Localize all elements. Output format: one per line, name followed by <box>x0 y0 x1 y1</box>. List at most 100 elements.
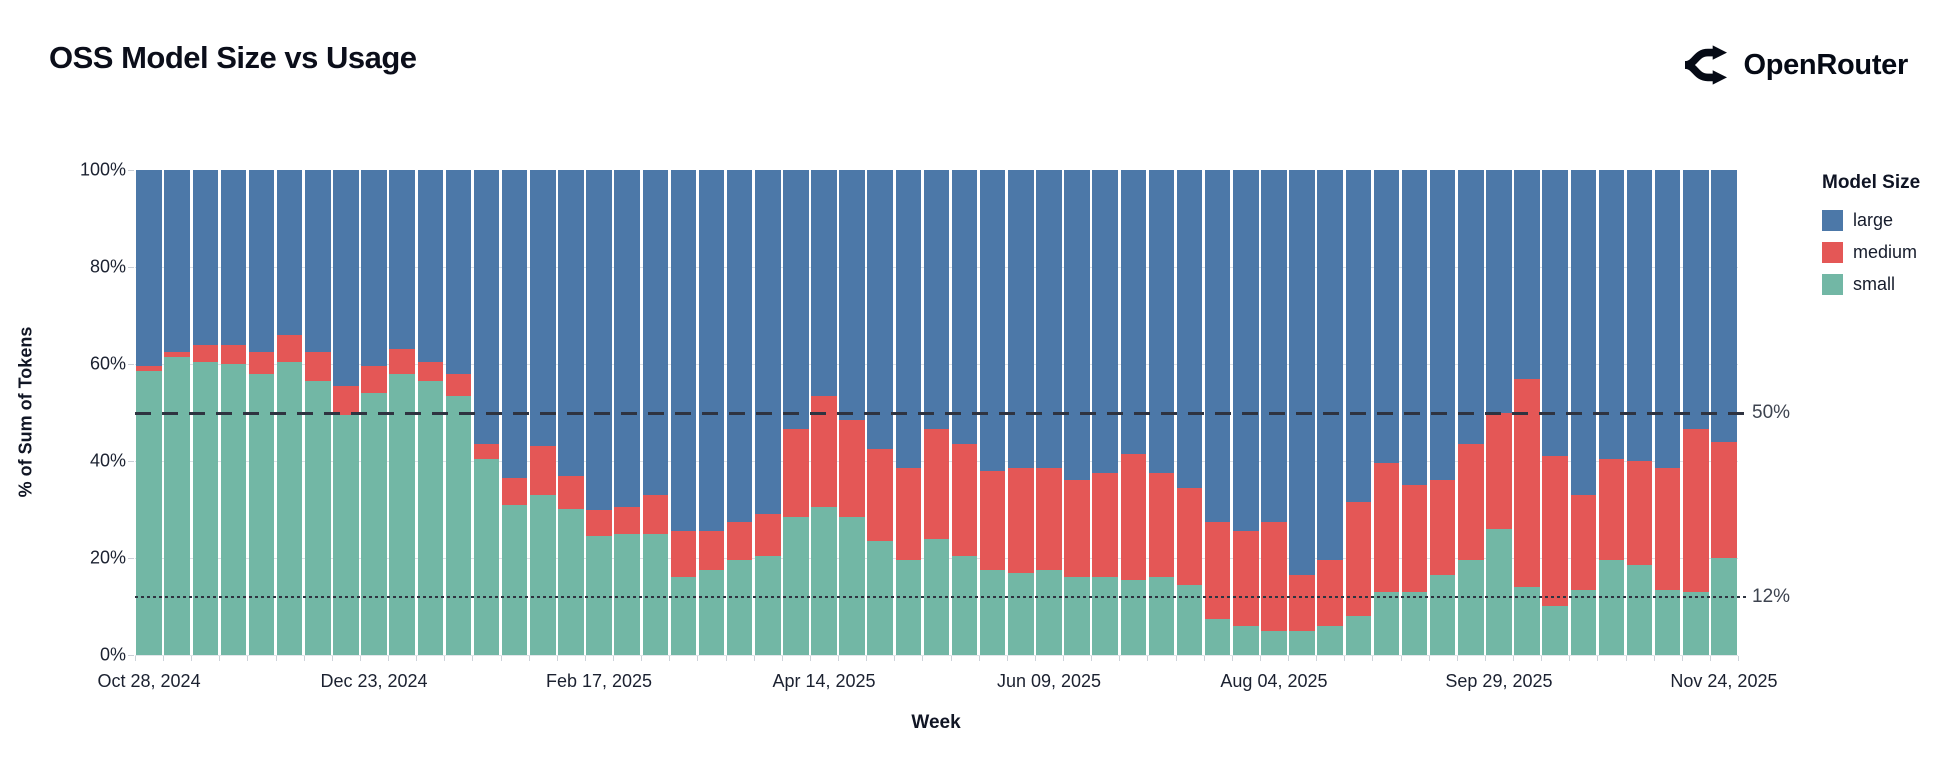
bar-segment-small[interactable] <box>417 380 444 655</box>
bar-segment-large[interactable] <box>1711 170 1737 442</box>
bar-segment-small[interactable] <box>1317 625 1343 655</box>
bar-segment-medium[interactable] <box>501 477 528 505</box>
bar-segment-large[interactable] <box>1458 170 1484 445</box>
bar-segment-medium[interactable] <box>1261 521 1287 631</box>
bar-segment-medium[interactable] <box>726 521 753 561</box>
stacked-bar-week-36[interactable] <box>1120 170 1147 655</box>
stacked-bar-week-8[interactable] <box>333 170 359 655</box>
bar-segment-small[interactable] <box>1120 579 1147 655</box>
bar-segment-small[interactable] <box>951 555 978 655</box>
bar-segment-medium[interactable] <box>951 444 978 556</box>
bar-segment-medium[interactable] <box>1120 453 1147 580</box>
bar-segment-medium[interactable] <box>1008 468 1034 573</box>
bar-segment-small[interactable] <box>698 570 725 655</box>
bar-segment-medium[interactable] <box>979 470 1006 571</box>
bar-segment-small[interactable] <box>192 361 219 655</box>
bar-segment-large[interactable] <box>1345 170 1372 503</box>
legend-item-medium[interactable]: medium <box>1822 242 1920 263</box>
stacked-bar-week-40[interactable] <box>1233 170 1259 655</box>
stacked-bar-week-28[interactable] <box>895 170 922 655</box>
bar-segment-large[interactable] <box>1486 170 1512 413</box>
bar-segment-large[interactable] <box>1261 170 1287 522</box>
bar-segment-large[interactable] <box>614 170 640 508</box>
bar-segment-small[interactable] <box>1233 625 1259 655</box>
bar-segment-small[interactable] <box>1261 630 1287 655</box>
stacked-bar-week-11[interactable] <box>417 170 444 655</box>
stacked-bar-week-2[interactable] <box>164 170 190 655</box>
bar-segment-medium[interactable] <box>783 429 809 517</box>
bar-segment-small[interactable] <box>333 414 359 655</box>
bar-segment-medium[interactable] <box>333 385 359 415</box>
bar-segment-medium[interactable] <box>614 507 640 534</box>
bar-segment-large[interactable] <box>445 170 472 374</box>
bar-segment-small[interactable] <box>586 536 612 655</box>
stacked-bar-week-45[interactable] <box>1373 170 1400 655</box>
bar-segment-large[interactable] <box>1092 170 1118 474</box>
bar-segment-large[interactable] <box>895 170 922 469</box>
bar-segment-medium[interactable] <box>276 334 303 362</box>
bar-segment-large[interactable] <box>1064 170 1090 481</box>
bar-segment-large[interactable] <box>473 170 500 445</box>
bar-segment-medium[interactable] <box>1176 487 1203 585</box>
stacked-bar-week-7[interactable] <box>305 170 331 655</box>
bar-segment-small[interactable] <box>755 555 781 655</box>
stacked-bar-week-15[interactable] <box>530 170 556 655</box>
stacked-bar-week-56[interactable] <box>1683 170 1709 655</box>
bar-segment-large[interactable] <box>923 170 950 430</box>
bar-segment-large[interactable] <box>1317 170 1343 561</box>
bar-segment-small[interactable] <box>1711 557 1737 655</box>
stacked-bar-week-24[interactable] <box>783 170 809 655</box>
bar-segment-large[interactable] <box>333 170 359 386</box>
stacked-bar-week-55[interactable] <box>1654 170 1681 655</box>
bar-segment-large[interactable] <box>1120 170 1147 454</box>
bar-segment-medium[interactable] <box>220 344 247 364</box>
stacked-bar-week-20[interactable] <box>670 170 697 655</box>
bar-segment-small[interactable] <box>164 356 190 655</box>
bar-segment-small[interactable] <box>1008 572 1034 655</box>
bar-segment-medium[interactable] <box>698 531 725 571</box>
bar-segment-small[interactable] <box>1458 560 1484 655</box>
bar-segment-medium[interactable] <box>1345 502 1372 617</box>
bar-segment-medium[interactable] <box>192 344 219 362</box>
bar-segment-large[interactable] <box>1233 170 1259 532</box>
bar-segment-small[interactable] <box>1598 560 1625 655</box>
bar-segment-medium[interactable] <box>1373 463 1400 592</box>
bar-segment-medium[interactable] <box>248 351 275 374</box>
bar-segment-large[interactable] <box>220 170 247 345</box>
stacked-bar-week-26[interactable] <box>839 170 865 655</box>
bar-segment-small[interactable] <box>726 560 753 655</box>
brand-logo[interactable]: OpenRouter <box>1683 44 1908 86</box>
bar-segment-small[interactable] <box>1373 591 1400 655</box>
bar-segment-small[interactable] <box>1429 574 1456 655</box>
bar-segment-medium[interactable] <box>1626 461 1653 566</box>
bar-segment-medium[interactable] <box>445 373 472 396</box>
stacked-bar-week-49[interactable] <box>1486 170 1512 655</box>
bar-segment-medium[interactable] <box>1233 531 1259 626</box>
bar-segment-large[interactable] <box>558 170 584 476</box>
bar-segment-medium[interactable] <box>305 351 331 381</box>
bar-segment-large[interactable] <box>811 170 837 396</box>
stacked-bar-week-30[interactable] <box>951 170 978 655</box>
bar-segment-large[interactable] <box>1401 170 1428 486</box>
bar-segment-small[interactable] <box>501 504 528 655</box>
bar-segment-small[interactable] <box>136 371 162 655</box>
bar-segment-small[interactable] <box>445 395 472 655</box>
bar-segment-small[interactable] <box>1570 589 1597 655</box>
stacked-bar-week-47[interactable] <box>1429 170 1456 655</box>
stacked-bar-week-46[interactable] <box>1401 170 1428 655</box>
bar-segment-small[interactable] <box>305 380 331 655</box>
bar-segment-large[interactable] <box>1176 170 1203 488</box>
bar-segment-medium[interactable] <box>1429 480 1456 575</box>
bar-segment-large[interactable] <box>1148 170 1175 474</box>
bar-segment-small[interactable] <box>220 363 247 655</box>
bar-segment-medium[interactable] <box>642 494 669 534</box>
bar-segment-small[interactable] <box>1486 528 1512 655</box>
bar-segment-medium[interactable] <box>586 509 612 537</box>
stacked-bar-week-51[interactable] <box>1542 170 1568 655</box>
bar-segment-medium[interactable] <box>1711 441 1737 558</box>
stacked-bar-week-27[interactable] <box>867 170 893 655</box>
bar-segment-large[interactable] <box>248 170 275 352</box>
bar-segment-large[interactable] <box>755 170 781 515</box>
bar-segment-medium[interactable] <box>1542 456 1568 607</box>
stacked-bar-week-17[interactable] <box>586 170 612 655</box>
